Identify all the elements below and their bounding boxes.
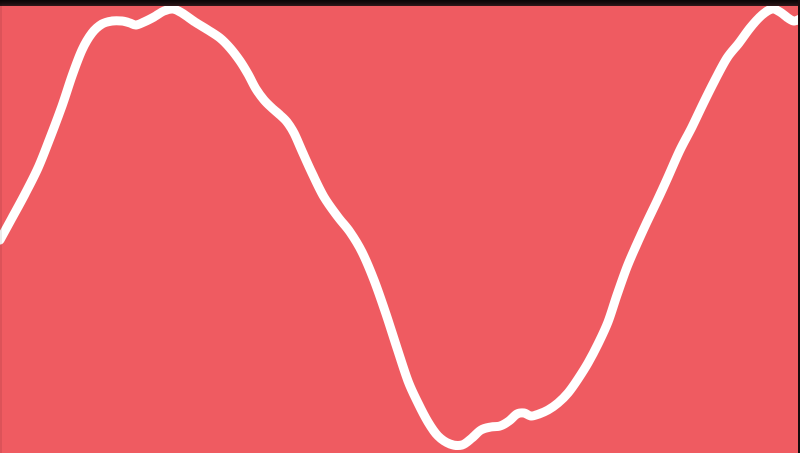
right-edge-border — [798, 0, 800, 453]
top-border — [0, 0, 800, 6]
left-edge-shade — [0, 0, 2, 453]
wave-line — [0, 4, 800, 451]
